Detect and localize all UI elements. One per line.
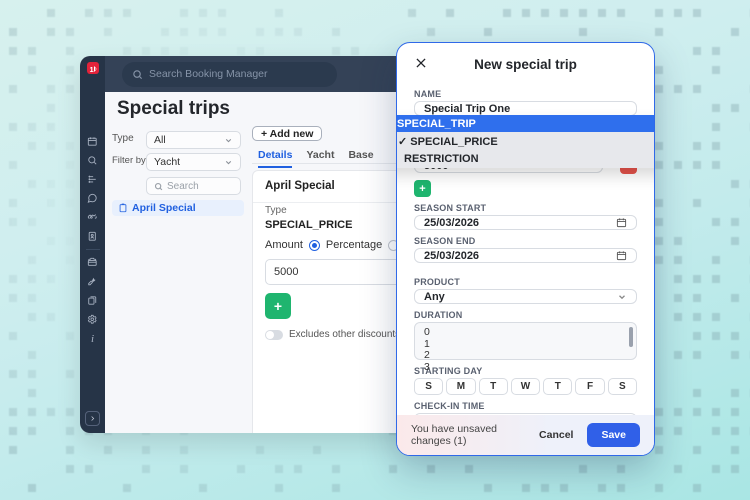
svg-text:1: 1 (89, 65, 93, 74)
